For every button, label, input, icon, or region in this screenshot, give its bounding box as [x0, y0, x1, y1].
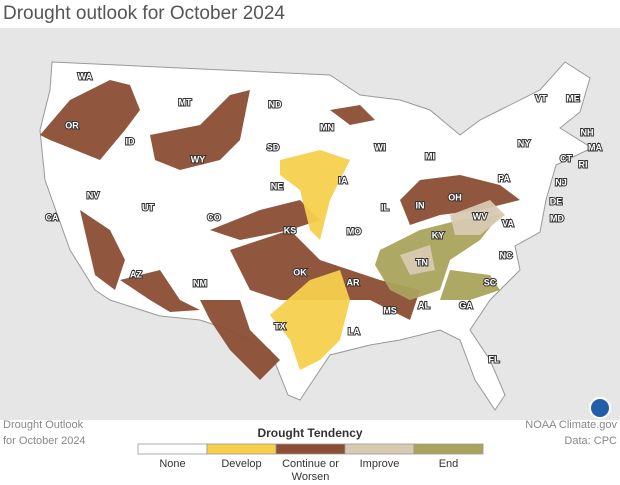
- state-label: NH: [581, 127, 594, 137]
- legend-swatch: [413, 443, 484, 455]
- state-label: FL: [489, 354, 500, 364]
- legend-label: None: [159, 458, 185, 470]
- drought-area: [120, 270, 200, 312]
- state-label: MD: [550, 213, 564, 223]
- state-label: OR: [65, 120, 79, 130]
- state-label: ND: [269, 99, 282, 109]
- legend-label: End: [439, 458, 459, 470]
- state-label: MS: [383, 305, 397, 315]
- state-label: NV: [87, 190, 100, 200]
- state-label: ID: [126, 136, 136, 146]
- state-label: AL: [418, 300, 430, 310]
- state-label: LA: [348, 326, 360, 336]
- legend-title: Drought Tendency: [257, 426, 362, 440]
- state-label: ME: [566, 93, 580, 103]
- state-label: WY: [191, 154, 206, 164]
- state-label: IN: [416, 200, 425, 210]
- state-label: SD: [267, 142, 280, 152]
- state-label: OK: [293, 267, 307, 277]
- drought-area: [270, 270, 350, 370]
- drought-area: [440, 270, 500, 300]
- legend-label: Develop: [221, 458, 261, 470]
- state-label: CA: [46, 212, 59, 222]
- drought-areas: [40, 80, 520, 380]
- state-label: WI: [375, 142, 386, 152]
- footer-left: for October 2024: [3, 435, 86, 447]
- state-label: DE: [550, 196, 563, 206]
- drought-area: [280, 150, 350, 240]
- drought-area: [200, 300, 280, 380]
- state-label: NM: [193, 278, 207, 288]
- drought-area: [330, 105, 375, 125]
- legend-swatch: [344, 443, 415, 455]
- state-label: GA: [459, 300, 473, 310]
- state-label: TN: [416, 257, 428, 267]
- title: Drought outlook for October 2024: [3, 3, 285, 24]
- state-label: AR: [347, 277, 360, 287]
- legend: None Develop Continue or Worsen Improve End: [137, 443, 484, 483]
- state-labels: WA OR ID MT ND MN WY SD NV UT CA CO NE IA WI MI VT ME NH NY…: [45, 70, 604, 365]
- state-label: WA: [78, 71, 93, 81]
- state-label: KY: [432, 230, 445, 240]
- state-label: NJ: [555, 177, 567, 187]
- drought-area: [400, 245, 435, 275]
- state-label: RI: [579, 159, 588, 169]
- drought-area: [375, 215, 500, 300]
- state-label: NY: [518, 138, 531, 148]
- legend-label: Continue or Worsen: [282, 458, 339, 483]
- state-label: VT: [535, 93, 547, 103]
- drought-area: [210, 200, 320, 240]
- legend-swatch: [137, 443, 208, 455]
- state-label: MI: [425, 151, 435, 161]
- state-label: VA: [502, 218, 514, 228]
- state-label: MA: [588, 142, 602, 152]
- state-label: NE: [271, 181, 284, 191]
- drought-area: [80, 210, 125, 290]
- drought-area: [450, 200, 505, 235]
- state-label: OH: [448, 192, 462, 202]
- footer-left: Drought Outlook: [3, 419, 84, 431]
- state-label: TX: [274, 321, 286, 331]
- state-label: WV: [473, 211, 488, 221]
- state-label: IL: [381, 202, 390, 212]
- drought-area: [150, 90, 250, 170]
- state-label: CO: [207, 212, 221, 222]
- legend-swatch: [275, 443, 346, 455]
- state-label: MT: [179, 97, 192, 107]
- state-label: KS: [284, 225, 297, 235]
- footer-right: NOAA Climate.gov: [525, 419, 617, 431]
- state-label: AZ: [130, 269, 142, 279]
- state-label: SC: [484, 277, 497, 287]
- state-label: MN: [320, 122, 334, 132]
- legend-swatch: [206, 443, 277, 455]
- state-label: CT: [560, 153, 572, 163]
- state-label: NC: [500, 250, 513, 260]
- state-label: UT: [142, 202, 154, 212]
- state-label: MO: [347, 226, 362, 236]
- state-label: IA: [339, 175, 349, 185]
- drought-area: [400, 175, 520, 225]
- state-label: PA: [498, 173, 510, 183]
- footer-right: Data: CPC: [564, 435, 617, 447]
- noaa-logo: [589, 397, 611, 419]
- legend-label: Improve: [360, 458, 400, 470]
- drought-area: [40, 80, 140, 160]
